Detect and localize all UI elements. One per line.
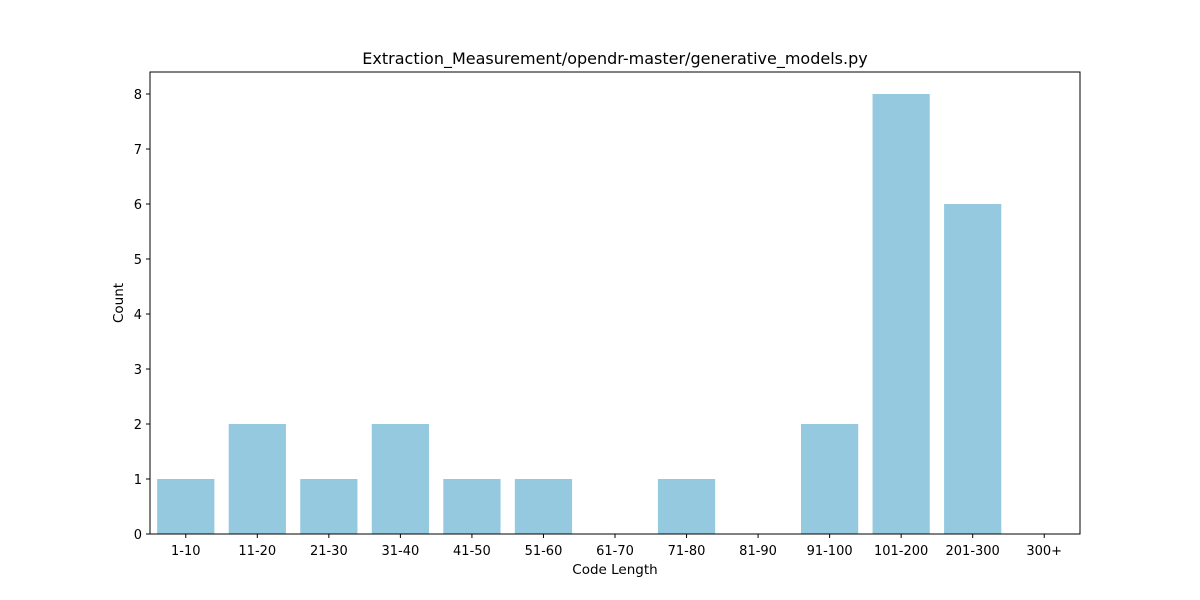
chart-title: Extraction_Measurement/opendr-master/gen…: [362, 49, 867, 69]
x-tick-label: 11-20: [238, 544, 276, 559]
x-tick-label: 1-10: [171, 544, 201, 559]
y-tick-label: 0: [134, 528, 142, 543]
y-tick-label: 5: [134, 253, 142, 268]
bar-31-40: [371, 424, 429, 534]
x-tick-label: 91-100: [807, 544, 853, 559]
y-tick-label: 3: [134, 363, 142, 378]
y-tick-label: 6: [134, 198, 142, 213]
y-tick-label: 2: [134, 418, 142, 433]
bar-91-100: [801, 424, 859, 534]
bar-41-50: [443, 479, 501, 534]
bar-11-20: [228, 424, 286, 534]
bar-101-200: [872, 94, 930, 534]
x-axis-ticks: 1-10 11-20 21-30 31-40 41-50 51-60 61-70 71-80 8…: [171, 534, 1062, 559]
x-tick-label: 101-200: [874, 544, 928, 559]
plot-frame: [149, 71, 1081, 535]
bar-201-300: [944, 204, 1002, 534]
x-tick-label: 201-300: [946, 544, 1000, 559]
x-tick-label: 21-30: [310, 544, 348, 559]
x-axis-label: Code Length: [572, 562, 657, 578]
bar-1-10: [157, 479, 215, 534]
bar-71-80: [657, 479, 716, 534]
x-tick-label: 41-50: [453, 544, 491, 559]
x-tick-label: 71-80: [668, 544, 706, 559]
bars-group: [157, 94, 1002, 534]
y-axis-label: Count: [111, 283, 127, 323]
y-tick-label: 1: [134, 473, 142, 488]
bar-21-30: [300, 479, 358, 534]
x-tick-label: 81-90: [739, 544, 777, 559]
y-tick-label: 4: [134, 308, 142, 323]
x-tick-label: 31-40: [381, 544, 419, 559]
bar-51-60: [514, 479, 573, 534]
x-tick-label: 51-60: [525, 544, 563, 559]
y-tick-label: 8: [134, 88, 142, 103]
x-tick-label: 300+: [1026, 544, 1062, 559]
x-tick-label: 61-70: [596, 544, 634, 559]
y-axis-ticks: 0 1 2 3 4 5 6 7 8: [134, 88, 150, 543]
y-tick-label: 7: [134, 143, 142, 158]
